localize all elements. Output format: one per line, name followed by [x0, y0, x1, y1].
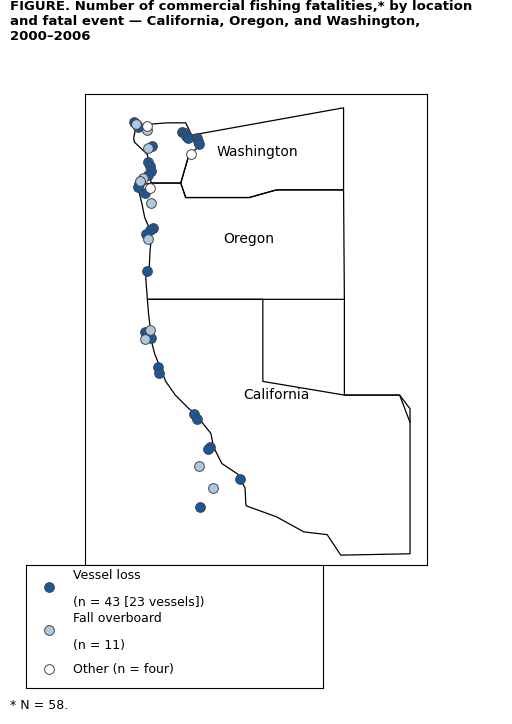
Text: Oregon: Oregon	[224, 232, 274, 246]
Text: Washington: Washington	[217, 145, 298, 159]
Text: FIGURE. Number of commercial fishing fatalities,* by location
and fatal event — : FIGURE. Number of commercial fishing fat…	[10, 0, 473, 43]
Text: * N = 58.: * N = 58.	[10, 699, 69, 712]
Text: California: California	[243, 388, 310, 402]
Text: (n = 11): (n = 11)	[73, 639, 125, 652]
Text: Fall overboard: Fall overboard	[73, 612, 162, 625]
Text: Vessel loss: Vessel loss	[73, 569, 141, 582]
Text: (n = 43 [23 vessels]): (n = 43 [23 vessels])	[73, 596, 205, 609]
Text: Other (n = four): Other (n = four)	[73, 663, 174, 675]
